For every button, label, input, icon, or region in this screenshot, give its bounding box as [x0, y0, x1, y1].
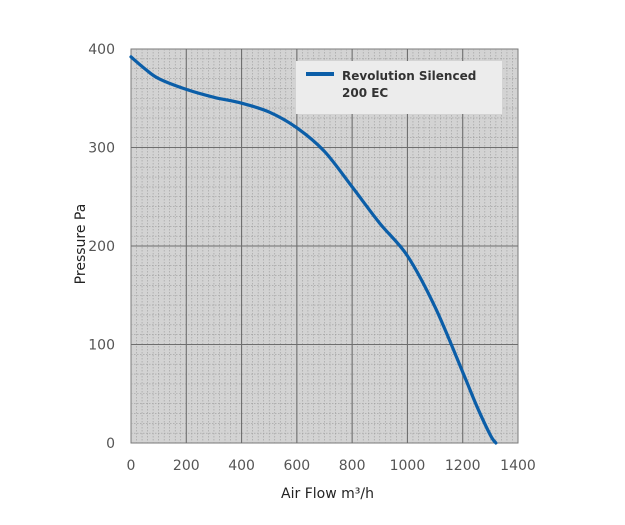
y-tick-label: 400 [88, 42, 115, 58]
legend-label-line-1: Revolution Silenced [342, 69, 476, 83]
x-axis-label: Air Flow m³/h [281, 486, 374, 502]
legend-label-line-2: 200 EC [342, 86, 388, 100]
x-tick-label: 600 [283, 458, 310, 474]
x-tick-label: 1200 [445, 458, 481, 474]
x-tick-label: 1000 [390, 458, 426, 474]
x-tick-label: 800 [339, 458, 366, 474]
x-tick-label: 400 [228, 458, 255, 474]
x-tick-label: 1400 [500, 458, 536, 474]
series-line-0 [129, 55, 498, 445]
major-grid [131, 49, 518, 443]
x-axis-ticks: 0 200 400 600 800 1000 1200 1400 [127, 458, 536, 474]
legend-box [296, 61, 502, 114]
y-tick-label: 200 [88, 239, 115, 255]
y-tick-label: 0 [106, 436, 115, 452]
y-axis-label: Pressure Pa [73, 204, 89, 285]
y-axis-ticks: 0 100 200 300 400 [88, 42, 115, 452]
series-layer [129, 55, 498, 445]
x-tick-label: 0 [127, 458, 136, 474]
minor-grid [131, 49, 518, 443]
legend: Revolution Silenced 200 EC [296, 61, 502, 114]
y-tick-label: 100 [88, 338, 115, 354]
y-tick-label: 300 [88, 141, 115, 157]
x-tick-label: 200 [173, 458, 200, 474]
